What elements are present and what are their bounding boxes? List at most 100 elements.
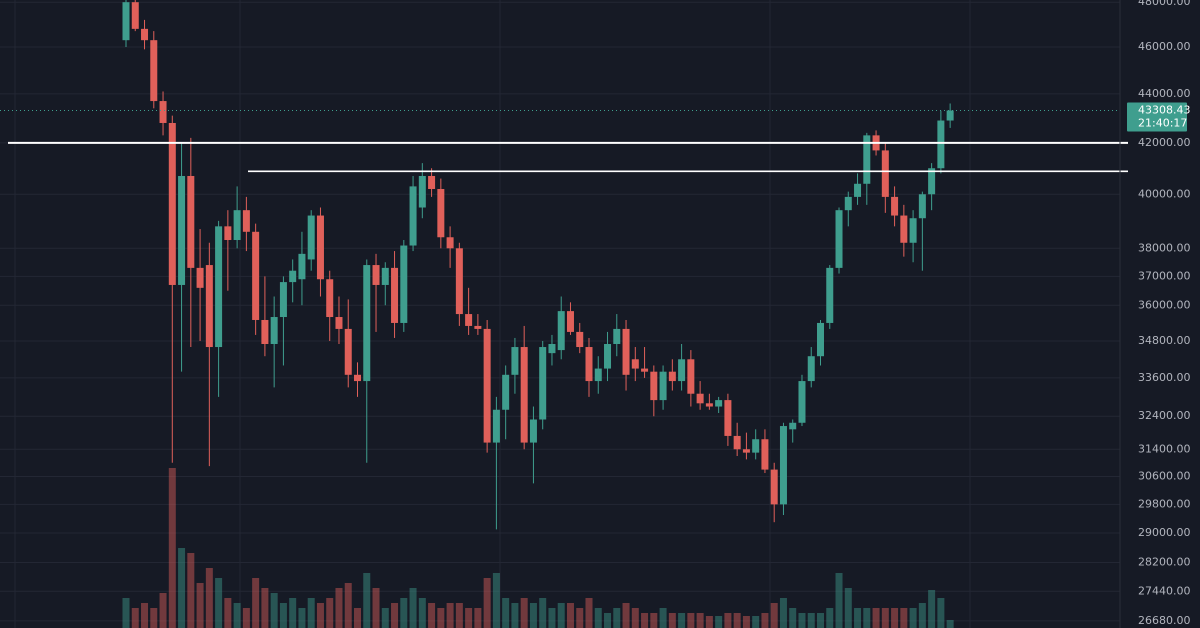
volume-bar [817,613,824,628]
volume-bar [557,603,565,628]
volume-bar [141,603,149,628]
candle-body [270,317,278,344]
volume-bar [307,598,315,628]
candle-body [900,215,908,243]
candle-body [937,120,945,169]
candle-body [446,237,454,249]
volume-bar [733,613,741,628]
candle-body [604,343,612,369]
candle-body [428,175,436,190]
candle-body [400,245,408,323]
candle-body [335,317,343,329]
candle-body [196,267,204,288]
volume-bar [344,583,352,628]
candle-body [909,218,917,243]
candle-body [724,400,732,436]
volume-bar [159,593,167,628]
candle-body [289,270,297,283]
volume-bar [779,598,787,628]
volume-bar [187,553,195,628]
volume-bar [928,590,936,628]
candle-body [159,101,167,123]
candle-body [946,110,954,121]
y-tick-label: 48000.00 [1138,0,1191,8]
candle-body [557,311,565,351]
volume-bar [178,548,186,628]
candle-body [613,328,621,344]
candle-body [678,359,686,382]
volume-bar [752,616,760,628]
candle-body [733,435,741,450]
volume-bar [650,613,658,628]
volume-bar [335,588,343,628]
candle-body [409,186,417,246]
candle-body [131,2,139,29]
volume-bar [881,608,889,628]
y-tick-label: 46000.00 [1138,40,1191,53]
volume-bar [696,613,704,628]
y-tick-label: 34800.00 [1138,334,1191,347]
candle-body [465,314,473,326]
volume-bar [566,603,574,628]
y-tick-label: 27440.00 [1138,584,1191,597]
volume-bar [150,608,158,628]
volume-bar [131,608,139,628]
candle-body [770,469,778,505]
candle-body [307,215,315,260]
volume-bar [391,603,399,628]
candle-body [150,40,158,102]
candle-body [455,248,463,315]
volume-bar [613,608,621,628]
candle-body [141,28,149,41]
candle-body [502,374,510,410]
candle-body [566,311,574,332]
volume-bar [316,603,324,628]
volume-bar [437,608,445,628]
candle-body [622,328,630,375]
y-tick-label: 33600.00 [1138,371,1191,384]
volume-bar [585,598,593,628]
candle-body [585,347,593,382]
candle-body [891,196,899,216]
candle-body [752,439,760,453]
candle-body [548,343,556,354]
volume-bar [946,620,954,628]
volume-bar [918,603,926,628]
candle-body [261,319,269,344]
volume-bar [668,613,676,628]
volume-bar [761,613,769,628]
volume-bar [641,613,649,628]
volume-bar [622,603,630,628]
candle-body [918,194,926,219]
volume-bar [270,593,278,628]
y-tick-label: 31400.00 [1138,442,1191,455]
volume-bar [363,573,371,628]
volume-bar [289,598,297,628]
candle-body [789,422,797,430]
volume-bar [789,608,797,628]
candle-body [650,371,658,401]
candle-body [844,196,852,211]
volume-bar [659,608,667,628]
candle-body [742,449,750,453]
volume-bar [770,603,778,628]
y-tick-label: 26680.00 [1138,614,1191,627]
candle-body [178,175,186,285]
volume-bar [724,613,732,628]
volume-bar [492,573,500,628]
volume-bar [826,608,834,628]
volume-bar [807,613,815,628]
candle-body [418,175,426,208]
volume-bar [465,608,473,628]
volume-bar [372,588,380,628]
volume-bar [863,608,871,628]
volume-bar [511,603,519,628]
volume-bar [400,598,408,628]
volume-bar [446,603,454,628]
candle-body [511,347,519,375]
candle-body [391,267,399,323]
volume-bar [381,608,389,628]
candle-body [779,426,787,505]
volume-bar [594,608,602,628]
candle-body [122,2,130,41]
